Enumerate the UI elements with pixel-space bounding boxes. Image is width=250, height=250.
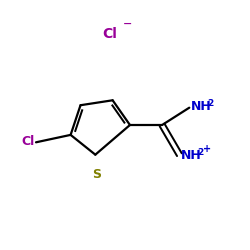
Text: S: S [92,168,101,181]
Text: 2: 2 [198,148,204,157]
Text: NH: NH [180,149,202,162]
Text: +: + [203,144,211,154]
Text: NH: NH [190,100,211,113]
Text: Cl: Cl [22,134,35,147]
Text: Cl: Cl [103,26,118,40]
Text: −: − [122,19,132,29]
Text: 2: 2 [207,99,214,108]
